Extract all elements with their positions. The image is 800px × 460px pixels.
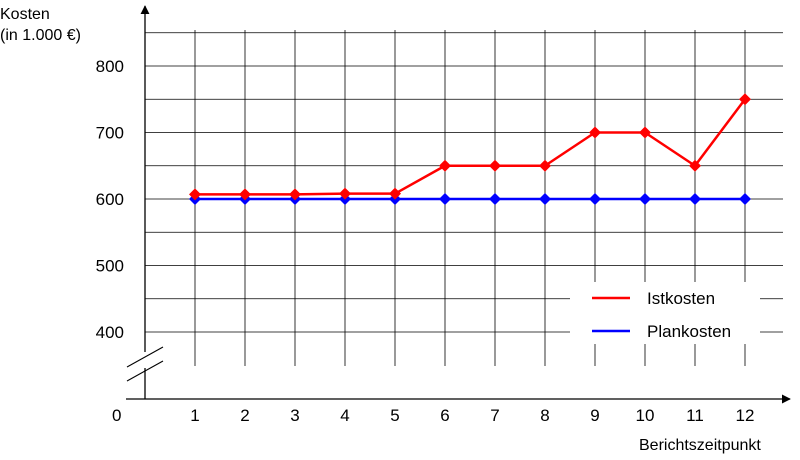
x-tick-label-2: 2 — [240, 406, 249, 425]
point-istkosten-10 — [639, 126, 651, 139]
point-istkosten-8 — [539, 159, 551, 172]
axis-break-mark-upper — [126, 346, 164, 368]
y-axis-title-line1: Kosten — [0, 6, 50, 23]
y-tick-label-600: 600 — [96, 190, 124, 209]
x-tick-label-7: 7 — [490, 406, 499, 425]
legend-label-istkosten: Istkosten — [647, 289, 715, 308]
y-tick-label-800: 800 — [96, 57, 124, 76]
point-istkosten-11 — [689, 159, 701, 172]
x-tick-label-3: 3 — [290, 406, 299, 425]
point-istkosten-3 — [289, 188, 301, 201]
point-istkosten-7 — [489, 159, 501, 172]
x-tick-label-11: 11 — [686, 406, 704, 425]
origin-label: 0 — [112, 406, 121, 425]
series-layer — [189, 93, 751, 205]
series-line-istkosten — [195, 98, 746, 196]
axis-break-mark-lower — [126, 360, 164, 382]
y-axis-title-line2: (in 1.000 €) — [0, 27, 81, 44]
point-istkosten-4 — [339, 187, 351, 200]
legend: Istkosten Plankosten — [570, 282, 760, 344]
point-plankosten-6 — [439, 193, 451, 205]
x-tick-label-8: 8 — [540, 406, 549, 425]
series-istkosten — [189, 93, 751, 201]
x-tick-label-1: 1 — [190, 406, 199, 425]
y-tick-label-700: 700 — [96, 124, 124, 143]
x-tick-label-6: 6 — [440, 406, 449, 425]
x-axis-title: Berichtszeitpunkt — [639, 437, 761, 454]
x-tick-label-5: 5 — [390, 406, 399, 425]
x-tick-label-4: 4 — [340, 406, 349, 425]
point-plankosten-8 — [539, 193, 551, 205]
y-tick-label-500: 500 — [96, 257, 124, 276]
point-plankosten-7 — [489, 193, 501, 205]
point-istkosten-9 — [589, 126, 601, 139]
x-tick-label-9: 9 — [590, 406, 599, 425]
y-tick-label-400: 400 — [96, 323, 124, 342]
x-tick-label-10: 10 — [636, 406, 655, 425]
point-plankosten-12 — [739, 193, 751, 205]
point-plankosten-10 — [639, 193, 651, 205]
point-istkosten-1 — [189, 188, 201, 201]
point-istkosten-6 — [439, 159, 451, 172]
point-istkosten-12 — [739, 93, 751, 106]
axes — [126, 5, 791, 404]
legend-label-plankosten: Plankosten — [647, 322, 731, 341]
legend-background — [570, 282, 760, 344]
x-tick-label-12: 12 — [736, 406, 755, 425]
point-plankosten-9 — [589, 193, 601, 205]
point-plankosten-11 — [689, 193, 701, 205]
point-istkosten-2 — [239, 188, 251, 201]
point-istkosten-5 — [389, 187, 401, 200]
